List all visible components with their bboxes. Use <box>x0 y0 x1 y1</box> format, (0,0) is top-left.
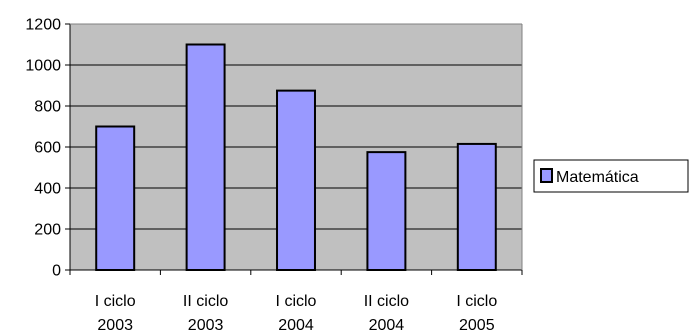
x-axis-tick-labels: I ciclo 2003 II ciclo 2003 I ciclo 2004 II cic… <box>95 293 498 334</box>
x-tick-label: 2003 <box>97 317 133 334</box>
bars <box>95 43 497 271</box>
x-tick-label: I ciclo <box>95 293 136 310</box>
y-tick-label: 0 <box>52 263 61 280</box>
y-axis-tick-labels: 0 200 400 600 800 1000 1200 <box>25 17 61 280</box>
bar <box>276 89 316 271</box>
bar <box>185 43 226 271</box>
axes <box>65 23 523 275</box>
bar <box>366 151 407 271</box>
plot-area <box>65 23 523 275</box>
bar <box>95 125 136 271</box>
y-tick-label: 800 <box>34 99 61 116</box>
x-tick-label: II ciclo <box>364 293 409 310</box>
y-tick-label: 200 <box>34 222 61 239</box>
legend-label: Matemática <box>556 169 639 186</box>
y-tick-label: 600 <box>34 140 61 157</box>
x-tick-label: 2005 <box>459 317 495 334</box>
x-tick-label: I ciclo <box>456 293 497 310</box>
legend-box <box>533 159 689 193</box>
y-tick-label: 1000 <box>25 58 61 75</box>
y-tick-label: 400 <box>34 181 61 198</box>
x-tick-label: I ciclo <box>276 293 317 310</box>
x-tick-label: 2003 <box>188 317 224 334</box>
legend: Matemática <box>533 159 689 193</box>
x-tick-label: 2004 <box>278 317 314 334</box>
x-tick-label: 2004 <box>369 317 405 334</box>
legend-swatch <box>540 168 553 183</box>
x-tick-label: II ciclo <box>183 293 228 310</box>
bar <box>456 142 497 271</box>
y-tick-label: 1200 <box>25 17 61 34</box>
